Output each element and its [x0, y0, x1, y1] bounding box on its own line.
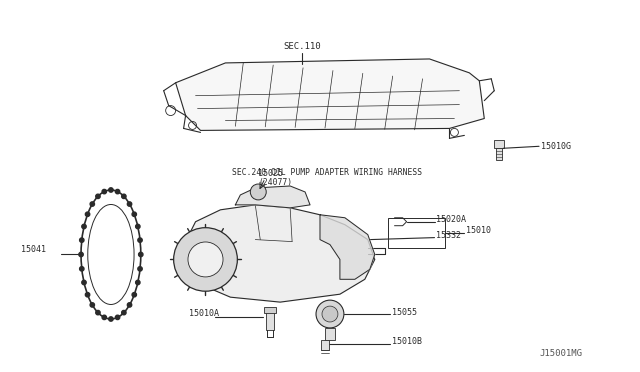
Bar: [321, 340, 329, 350]
Circle shape: [127, 202, 132, 206]
Text: 15055: 15055: [392, 308, 417, 317]
Circle shape: [85, 212, 90, 217]
Circle shape: [250, 184, 266, 200]
Bar: [266, 312, 274, 330]
Polygon shape: [175, 59, 484, 131]
Text: 15041: 15041: [21, 245, 46, 254]
Circle shape: [136, 224, 140, 229]
Text: 15010: 15010: [467, 226, 492, 235]
Circle shape: [115, 315, 120, 320]
Circle shape: [322, 306, 338, 322]
Circle shape: [90, 202, 95, 206]
Circle shape: [85, 292, 90, 297]
Text: SEC.110: SEC.110: [284, 42, 321, 51]
Circle shape: [316, 300, 344, 328]
Circle shape: [173, 228, 237, 291]
Text: 15020A: 15020A: [436, 215, 467, 224]
Circle shape: [90, 303, 95, 307]
Circle shape: [122, 194, 126, 199]
Circle shape: [122, 310, 126, 315]
Circle shape: [102, 189, 106, 194]
Text: 15010A: 15010A: [189, 308, 219, 318]
Circle shape: [138, 238, 142, 242]
Text: 15010B: 15010B: [392, 337, 422, 346]
Bar: [264, 307, 276, 313]
Circle shape: [82, 224, 86, 229]
Bar: [496, 148, 502, 160]
Circle shape: [115, 189, 120, 194]
Text: 15025: 15025: [259, 169, 284, 177]
Circle shape: [82, 280, 86, 285]
Bar: [388, 218, 445, 247]
Text: 15010G: 15010G: [541, 142, 571, 151]
Circle shape: [96, 194, 100, 199]
Polygon shape: [236, 186, 310, 208]
Polygon shape: [186, 205, 375, 302]
Circle shape: [132, 212, 136, 217]
Circle shape: [139, 252, 143, 257]
Circle shape: [138, 267, 142, 271]
Bar: [325, 328, 335, 340]
Circle shape: [96, 310, 100, 315]
Bar: [494, 140, 504, 148]
Text: J15001MG: J15001MG: [539, 349, 582, 358]
Circle shape: [79, 267, 84, 271]
Text: SEC.240 OIL PUMP ADAPTER WIRING HARNESS: SEC.240 OIL PUMP ADAPTER WIRING HARNESS: [232, 168, 422, 177]
Circle shape: [79, 238, 84, 242]
Circle shape: [79, 252, 83, 257]
Circle shape: [102, 315, 106, 320]
Circle shape: [127, 303, 132, 307]
Circle shape: [188, 242, 223, 277]
Circle shape: [109, 317, 113, 321]
Polygon shape: [320, 215, 375, 279]
Text: (24077): (24077): [259, 177, 292, 186]
Circle shape: [132, 292, 136, 297]
Circle shape: [136, 280, 140, 285]
Text: 15332: 15332: [436, 231, 461, 240]
Circle shape: [109, 188, 113, 192]
